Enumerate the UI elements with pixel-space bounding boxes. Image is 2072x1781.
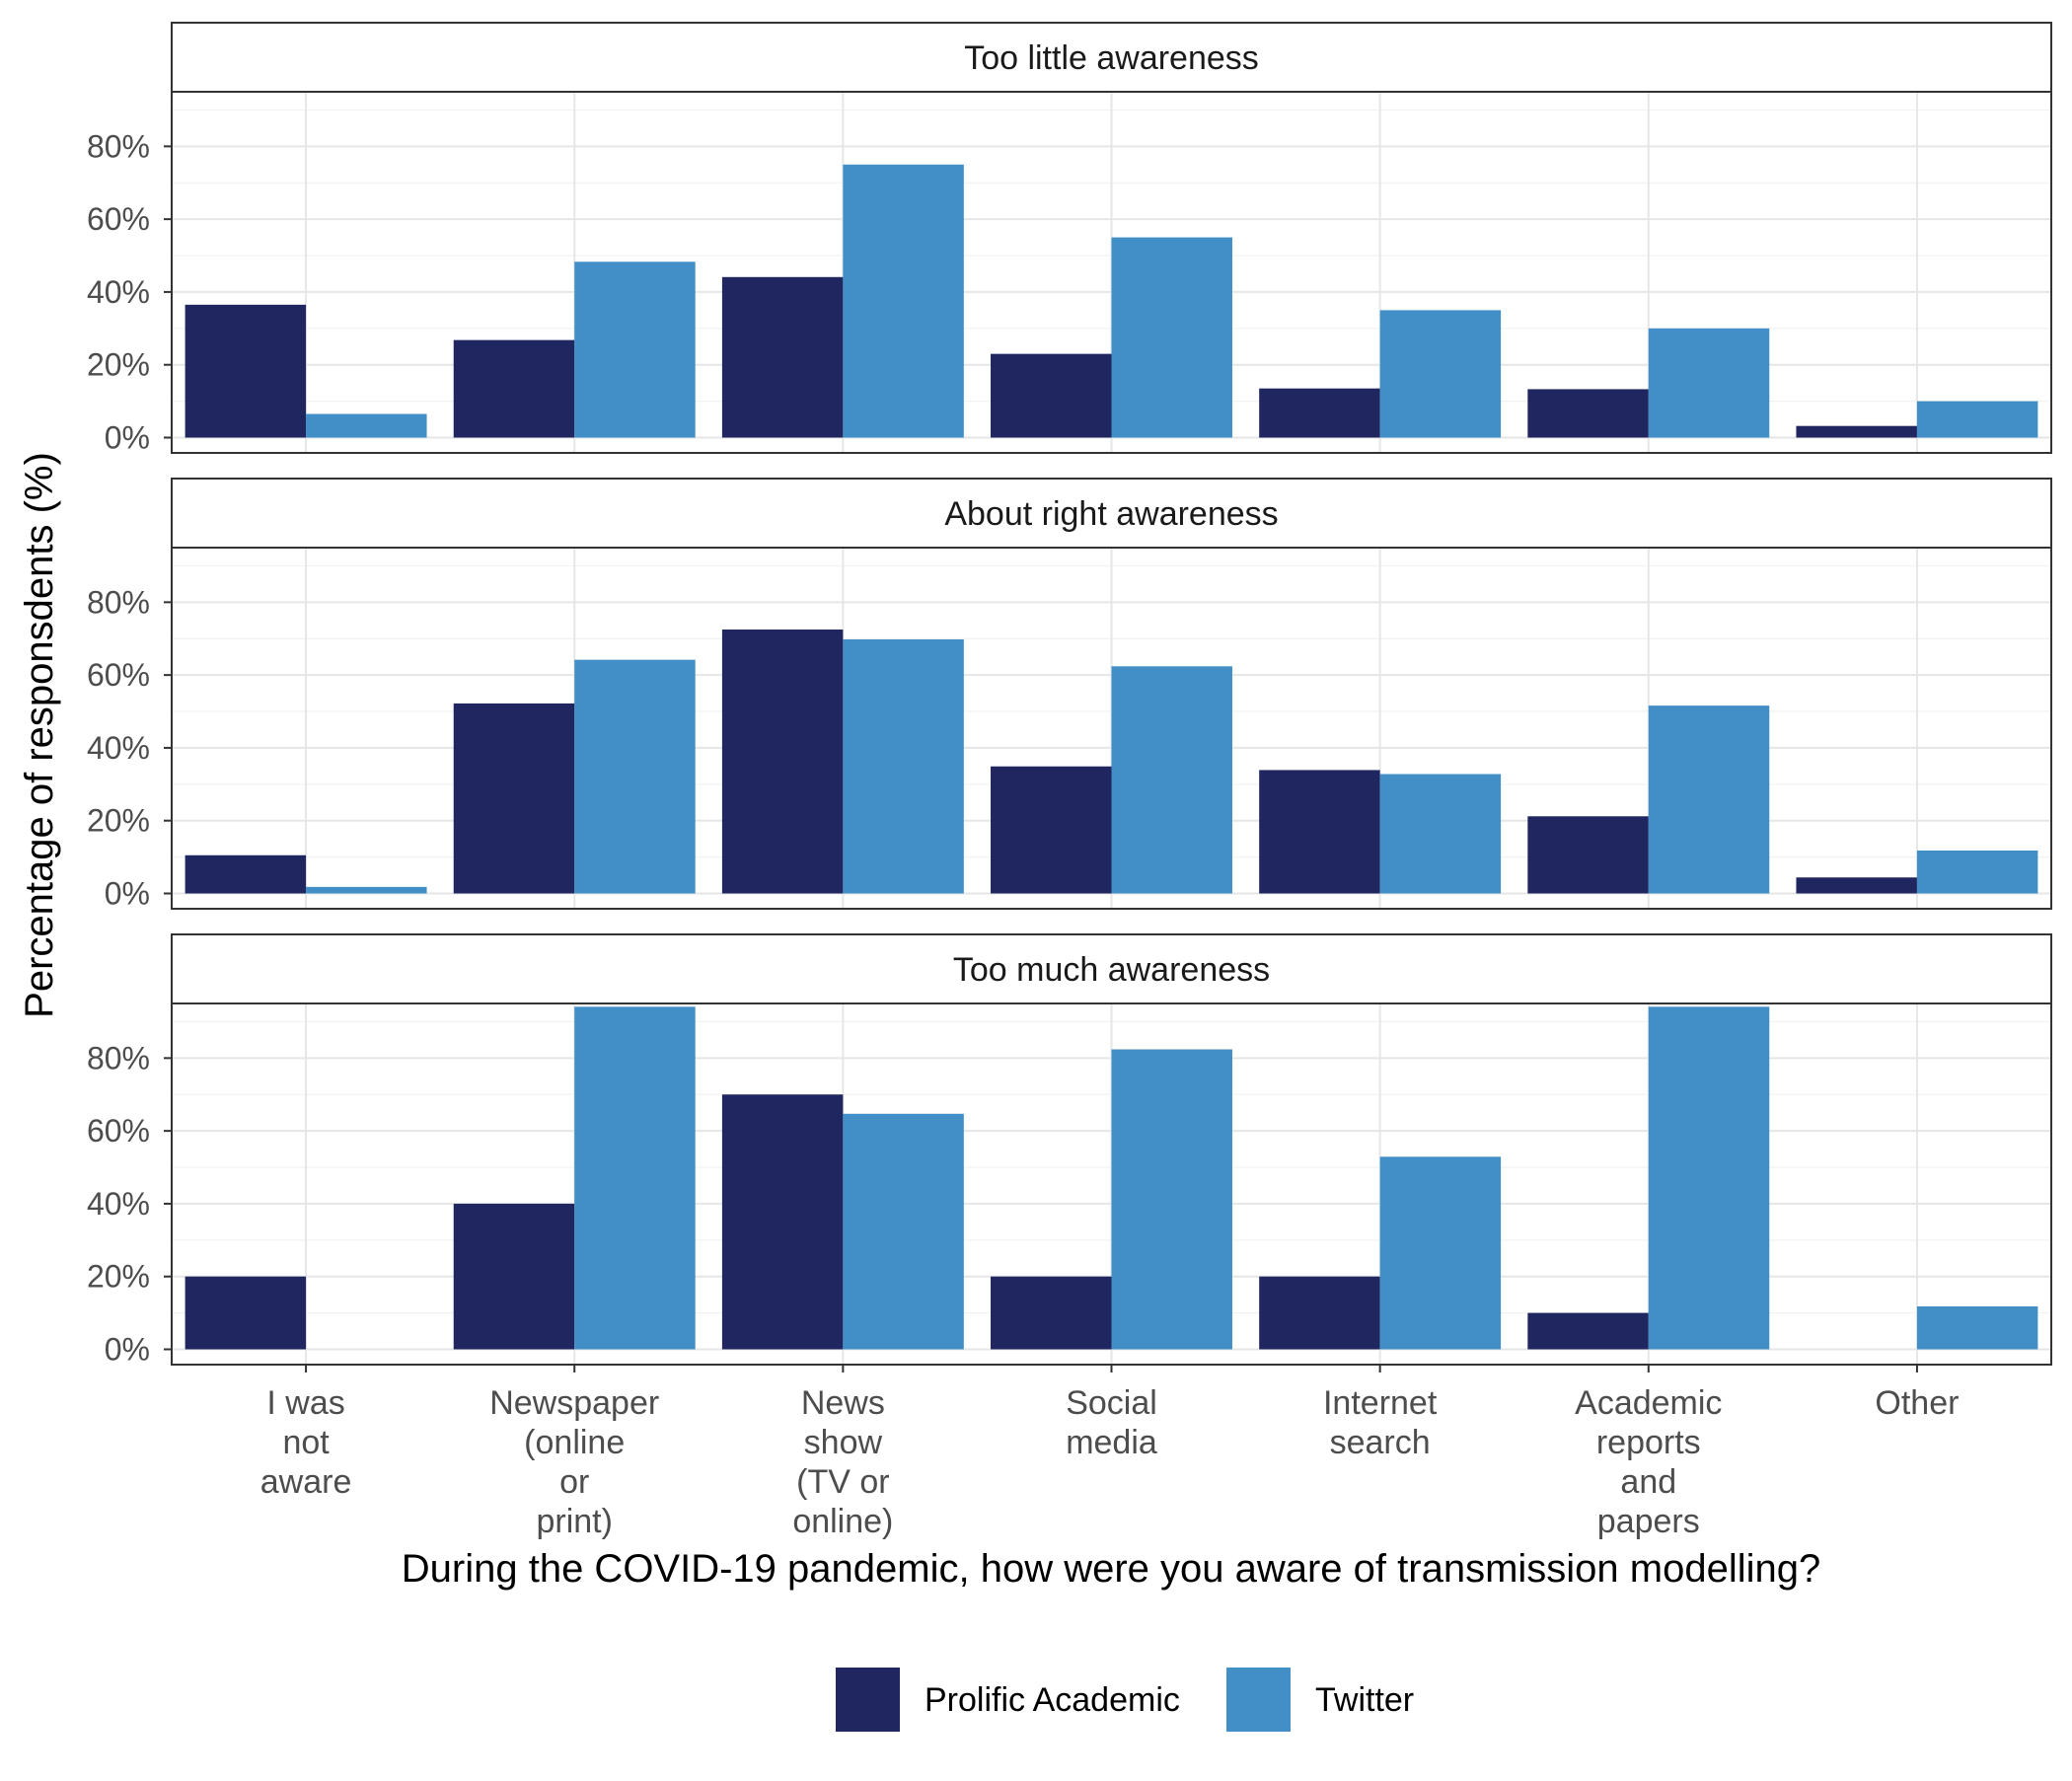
x-tick-label-social-media: Social media [1066,1384,1157,1461]
bar-twitter-other [1916,1305,2038,1350]
bar-prolific-academic-news-show-tv-or-online [721,630,844,894]
bar-prolific-academic-academic-reports-and-papers [1527,816,1649,894]
bar-twitter-internet-search [1379,310,1502,438]
facet-panels: Too little awareness0%20%40%60%80%About … [87,22,2052,1373]
bar-prolific-academic-news-show-tv-or-online [721,1094,844,1350]
legend: Prolific Academic Twitter [836,1668,1414,1732]
bar-prolific-academic-news-show-tv-or-online [721,276,844,438]
panel-border [171,91,2052,454]
bar-prolific-academic-i-was-not-aware [185,854,307,894]
bar-twitter-news-show-tv-or-online [843,638,964,894]
y-tick-label: 20% [87,803,150,839]
panel-about-right-awareness: About right awareness 0% 20% 40% 60% 80% [87,478,2052,912]
bar-prolific-academic-academic-reports-and-papers [1527,1312,1649,1350]
bar-prolific-academic-newspaper-online-or-print [453,1203,575,1350]
y-tick-label: 0% [105,420,150,456]
legend-label-prolific-academic: Prolific Academic [925,1681,1180,1719]
bar-twitter-other [1916,401,2038,438]
bar-twitter-newspaper-online-or-print [574,1006,696,1350]
bar-twitter-academic-reports-and-papers [1648,1006,1770,1350]
bar-twitter-internet-search [1379,774,1502,894]
bar-twitter-newspaper-online-or-print [574,261,696,438]
bar-twitter-newspaper-online-or-print [574,659,696,894]
bar-twitter-social-media [1111,237,1232,438]
facet-strip [171,933,2052,1004]
bar-prolific-academic-internet-search [1259,388,1380,438]
x-tick-label-internet-search: Internet search [1323,1384,1438,1461]
x-tick-label-newspaper-online-or-print: Newspaper (online or print) [489,1384,659,1540]
bar-prolific-academic-i-was-not-aware [185,1276,307,1350]
y-tick-label: 80% [87,1040,150,1076]
y-tick-label: 40% [87,730,150,766]
y-tick-label: 20% [87,1259,150,1295]
x-axis-title: During the COVID-19 pandemic, how were y… [402,1547,1820,1591]
x-tick-label-i-was-not-aware: I was not aware [260,1384,352,1501]
x-tick-label-news-show-tv-or-online: News show (TV or online) [792,1384,893,1540]
bar-prolific-academic-i-was-not-aware [185,304,307,438]
bar-prolific-academic-internet-search [1259,1276,1380,1350]
y-tick-label: 0% [105,876,150,912]
bar-twitter-other [1916,850,2038,894]
y-tick-label: 60% [87,657,150,693]
y-axis-title: Percentage of responsdents (%) [18,452,61,1018]
bar-twitter-news-show-tv-or-online [843,1113,964,1350]
y-tick-label: 40% [87,1186,150,1222]
legend-label-twitter: Twitter [1315,1681,1414,1719]
facet-strip [171,22,2052,93]
y-tick-label: 60% [87,1113,150,1149]
legend-key-prolific-academic [836,1668,900,1732]
y-tick-label: 20% [87,347,150,383]
panel-too-little-awareness: Too little awareness 0% 20% 40% 60% 80% [87,22,2052,456]
y-tick-label: 80% [87,584,150,620]
bar-prolific-academic-newspaper-online-or-print [453,339,575,438]
bar-twitter-academic-reports-and-papers [1648,705,1770,894]
bar-twitter-social-media [1111,666,1232,894]
bar-prolific-academic-academic-reports-and-papers [1527,389,1649,438]
bar-twitter-social-media [1111,1049,1232,1350]
bar-prolific-academic-other [1796,425,1917,438]
panel-too-much-awareness: Too much awareness 0% 20% 40% 60% 80% [87,933,2052,1373]
facet-title: Too much awareness [953,951,1270,989]
bar-twitter-i-was-not-aware [306,886,427,894]
legend-key-twitter [1226,1668,1291,1732]
x-tick-label-academic-reports-and-papers: Academic reports and papers [1575,1384,1722,1540]
bar-prolific-academic-social-media [991,766,1112,894]
bar-twitter-news-show-tv-or-online [843,164,964,438]
panel-border [171,547,2052,910]
y-tick-label: 0% [105,1332,150,1368]
x-tick-label-other: Other [1875,1384,1959,1422]
x-axis-category-labels: I was not aware Newspaper (online or print) New… [260,1384,1960,1540]
bar-prolific-academic-social-media [991,353,1112,438]
bar-prolific-academic-newspaper-online-or-print [453,703,575,894]
bar-prolific-academic-other [1796,877,1917,894]
bar-twitter-academic-reports-and-papers [1648,328,1770,438]
facet-title: About right awareness [944,495,1278,533]
y-tick-label: 40% [87,274,150,310]
bar-twitter-i-was-not-aware [306,413,427,438]
y-tick-label: 60% [87,201,150,237]
bar-prolific-academic-social-media [991,1276,1112,1350]
facet-title: Too little awareness [964,39,1259,77]
y-tick-label: 80% [87,128,150,164]
bar-prolific-academic-internet-search [1259,770,1380,894]
bar-twitter-internet-search [1379,1156,1502,1350]
